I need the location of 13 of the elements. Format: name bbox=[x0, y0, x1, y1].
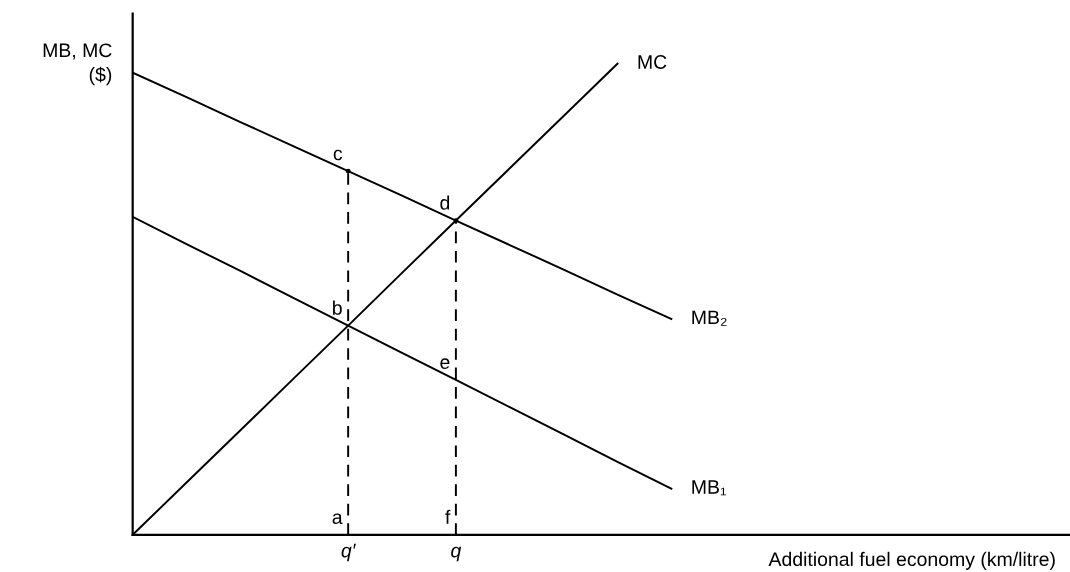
x-tick-label: q′ bbox=[341, 543, 356, 562]
x-tick-label: q bbox=[451, 546, 462, 562]
series-label: MB₂ bbox=[692, 310, 727, 326]
annotation: a bbox=[332, 513, 343, 525]
annotation: e bbox=[440, 358, 450, 370]
series-label: MC bbox=[638, 55, 667, 69]
annotation: b bbox=[333, 300, 342, 315]
y-axis-title: MB, MC ($) bbox=[43, 43, 112, 86]
x-axis-title: Additional fuel economy (km/litre) bbox=[768, 551, 1055, 570]
annotation: d bbox=[440, 195, 450, 210]
series-label: MB₁ bbox=[692, 480, 727, 496]
annotation: c bbox=[333, 149, 343, 161]
annotation: f bbox=[445, 509, 451, 524]
